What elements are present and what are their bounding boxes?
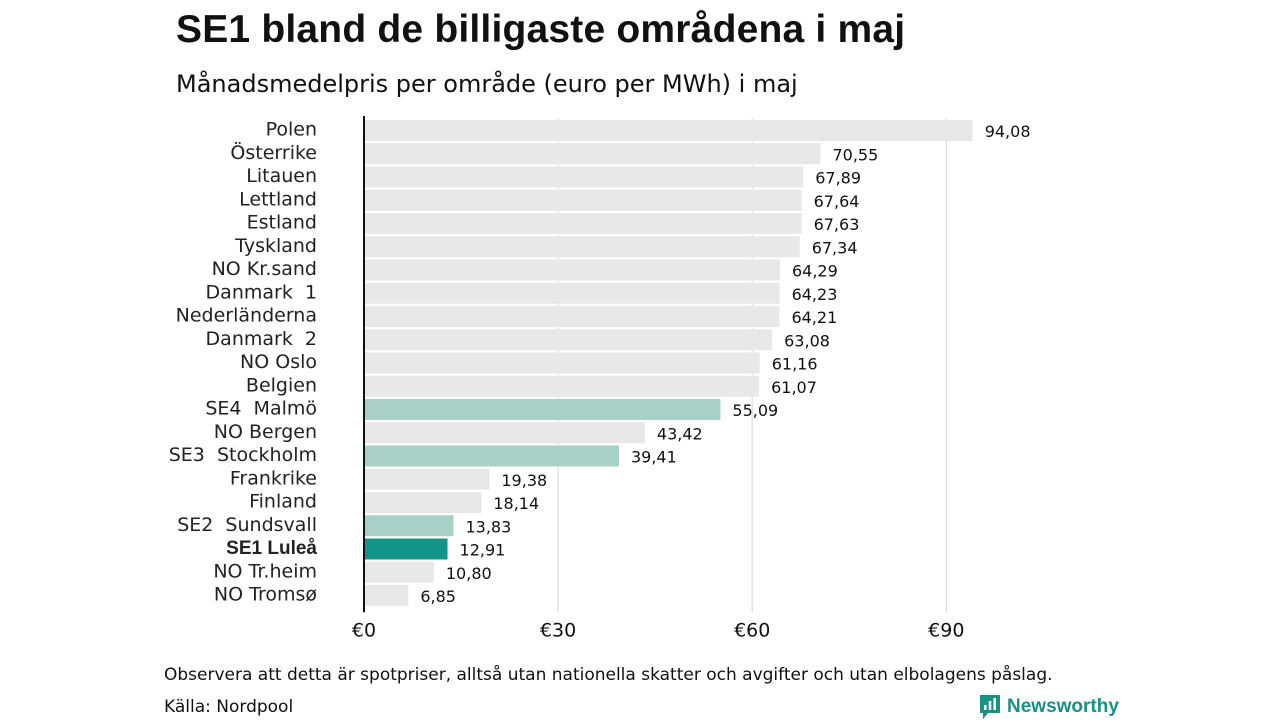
value-label-12: 55,09 (732, 401, 778, 420)
bar-15 (364, 468, 490, 490)
category-label-5: Tyskland (234, 235, 317, 257)
value-label-4: 67,63 (814, 215, 860, 234)
bar-7 (364, 282, 780, 304)
bar-10 (364, 352, 760, 374)
bar-3 (364, 189, 802, 211)
value-label-8: 64,21 (791, 308, 837, 327)
bar-8 (364, 306, 780, 327)
value-label-16: 18,14 (493, 494, 539, 513)
bar-2 (364, 166, 804, 188)
x-tick-label-0: €0 (352, 619, 376, 641)
category-label-6: NO Kr.sand (212, 258, 317, 280)
category-label-20: NO Tromsø (214, 584, 317, 606)
category-label-19: NO Tr.heim (213, 560, 317, 582)
value-label-0: 94,08 (985, 122, 1031, 141)
bar-4 (364, 213, 802, 234)
category-label-13: NO Bergen (214, 421, 317, 443)
value-label-20: 6,85 (420, 587, 456, 606)
category-label-1: Österrike (230, 141, 317, 164)
category-label-9: Danmark 2 (206, 328, 317, 350)
bar-9 (364, 329, 773, 351)
bar-20 (364, 585, 409, 606)
bar-13 (364, 422, 645, 444)
value-label-13: 43,42 (657, 424, 703, 443)
x-tick-label-3: €90 (928, 619, 964, 641)
value-label-2: 67,89 (815, 169, 861, 188)
x-tick-label-2: €60 (734, 619, 770, 641)
value-label-6: 64,29 (792, 262, 838, 281)
brand-name: Newsworthy (1007, 696, 1119, 717)
category-label-10: NO Oslo (240, 351, 317, 373)
newsworthy-logo-icon (980, 695, 1000, 719)
value-label-1: 70,55 (832, 145, 878, 164)
value-label-7: 64,23 (792, 285, 838, 304)
value-label-15: 19,38 (501, 471, 547, 490)
value-label-17: 13,83 (465, 517, 511, 536)
value-label-14: 39,41 (631, 448, 677, 467)
bar-5 (364, 236, 800, 258)
bar-16 (364, 492, 482, 513)
category-label-18: SE1 Luleå (226, 538, 317, 559)
chart-title: SE1 bland de billigaste områdena i maj (176, 8, 906, 51)
category-label-7: Danmark 1 (206, 281, 317, 303)
category-label-3: Lettland (239, 188, 317, 210)
bar-0 (364, 120, 973, 141)
bar-19 (364, 561, 434, 583)
value-label-18: 12,91 (460, 541, 506, 560)
bar-18 (364, 538, 448, 560)
category-label-16: Finland (249, 491, 317, 513)
bar-1 (364, 143, 821, 165)
category-label-0: Polen (266, 119, 317, 141)
value-label-19: 10,80 (446, 564, 492, 583)
category-label-15: Frankrike (230, 467, 317, 489)
bar-6 (364, 259, 780, 281)
bar-chart: Polen 94,08 Österrike 70,55 Litauen 67,89 Lett… (169, 116, 1031, 641)
value-label-11: 61,07 (771, 378, 817, 397)
value-label-10: 61,16 (772, 355, 818, 374)
bar-17 (364, 515, 454, 537)
category-label-12: SE4 Malmö (205, 398, 317, 420)
bar-11 (364, 375, 760, 397)
category-label-4: Estland (247, 212, 317, 234)
newsworthy-brand: Newsworthy (979, 694, 1119, 720)
value-label-9: 63,08 (784, 331, 830, 350)
bar-14 (364, 445, 619, 467)
category-label-8: Nederländerna (176, 305, 317, 327)
x-tick-label-1: €30 (540, 619, 576, 641)
value-label-5: 67,34 (812, 238, 858, 257)
value-label-3: 67,64 (814, 192, 860, 211)
category-label-11: Belgien (246, 374, 317, 396)
category-label-17: SE2 Sundsvall (177, 514, 317, 536)
chart-subtitle: Månadsmedelpris per område (euro per MWh… (176, 70, 798, 98)
category-label-14: SE3 Stockholm (169, 444, 317, 466)
category-label-2: Litauen (246, 165, 317, 187)
bar-12 (364, 399, 721, 420)
source-credit: Källa: Nordpool (164, 697, 294, 717)
footnote: Observera att detta är spotpriser, allts… (164, 665, 1053, 685)
